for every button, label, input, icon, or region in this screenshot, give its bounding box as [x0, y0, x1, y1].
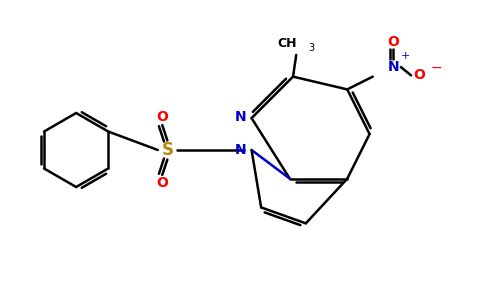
Text: O: O: [413, 68, 424, 83]
Text: CH: CH: [277, 37, 296, 50]
Text: O: O: [156, 176, 168, 190]
Text: O: O: [387, 34, 399, 49]
Text: 3: 3: [308, 43, 315, 53]
Text: S: S: [161, 141, 173, 159]
Text: O: O: [156, 110, 168, 124]
Text: N: N: [234, 110, 246, 124]
Text: N: N: [387, 60, 399, 74]
Text: −: −: [431, 61, 442, 75]
Text: +: +: [401, 51, 410, 61]
Text: N: N: [234, 143, 246, 157]
